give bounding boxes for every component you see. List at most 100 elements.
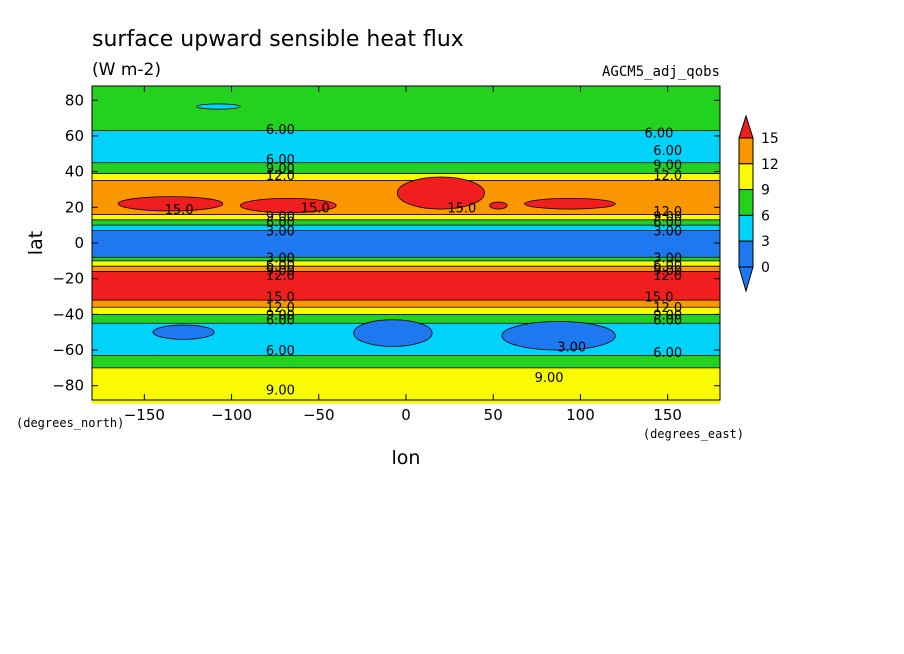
colorbar-tick-label: 9 (761, 183, 770, 199)
contour-label: 6.00 (266, 258, 295, 273)
dataset-name: AGCM5_adj_qobs (602, 64, 720, 80)
lat-band (92, 260, 720, 267)
contour-label: 6.00 (266, 123, 295, 138)
contour-label: 12.0 (266, 269, 295, 284)
colorbar-segment (738, 189, 754, 216)
contour-label: 12.0 (266, 301, 295, 316)
contour-patch (489, 201, 508, 210)
colorbar-segment (738, 214, 754, 242)
contour-patch (152, 324, 215, 340)
contour-label: 9.00 (653, 264, 682, 279)
contour-label: 3.00 (266, 251, 295, 266)
contour-label: 3.00 (557, 340, 586, 355)
y-tick-label: −40 (52, 305, 84, 323)
lat-band (92, 173, 720, 181)
contour-label: 9.00 (535, 371, 564, 386)
contour-patch (524, 197, 616, 210)
x-tick-label: 0 (401, 406, 411, 424)
contour-label: 9.00 (653, 308, 682, 323)
contour-patch (396, 176, 485, 210)
x-tick-label: −50 (303, 406, 335, 424)
contour-label: 3.00 (653, 251, 682, 266)
colorbar-tick-label: 15 (761, 131, 779, 147)
contour-label: 6.00 (644, 126, 673, 141)
lat-band (92, 86, 720, 131)
contour-label: 6.00 (653, 216, 682, 231)
colorbar-segment (738, 137, 754, 165)
contour-label: 12.0 (653, 169, 682, 184)
colorbar-tick-label: 6 (761, 208, 770, 224)
lat-band (92, 219, 720, 226)
chart-units: (W m-2) (92, 60, 161, 80)
lat-band (92, 214, 720, 220)
contour-patch (239, 197, 337, 214)
y-tick-label: 60 (65, 127, 84, 145)
lat-band (92, 162, 720, 174)
y-tick-label: −60 (52, 341, 84, 359)
colorbar-tick-label: 12 (761, 157, 779, 173)
y-tick-label: 80 (65, 91, 84, 109)
contour-label: 9.00 (266, 162, 295, 177)
contour-patch (196, 103, 241, 110)
contour-label: 6.00 (653, 258, 682, 273)
lat-band (92, 130, 720, 163)
plot-area (92, 85, 720, 404)
y-axis: −80 −60 −40 −20 0 20 40 60 80 (52, 91, 720, 395)
contour-label: 3.00 (266, 225, 295, 240)
lat-band (92, 271, 720, 301)
contour-label: 6.00 (653, 144, 682, 159)
contour-label: 9.00 (266, 308, 295, 323)
lat-band (92, 225, 720, 231)
contour-label: 6.00 (266, 314, 295, 329)
contour-label: 6.00 (266, 344, 295, 359)
lat-band (92, 314, 720, 324)
contour-label: 15.0 (447, 201, 476, 216)
contour-patch (501, 321, 616, 351)
contour-label: 12.0 (266, 169, 295, 184)
contour-label: 15.0 (644, 291, 673, 306)
contour-label: 15.0 (165, 203, 194, 218)
lat-band (92, 307, 720, 315)
contour-label: 12.0 (653, 205, 682, 220)
contour-label: 12.0 (653, 269, 682, 284)
y-tick-label: −80 (52, 377, 84, 395)
contour-label: 6.00 (266, 153, 295, 168)
y-tick-label: 20 (65, 198, 84, 216)
colorbar-tick-label: 3 (761, 234, 770, 250)
contour-patch (353, 319, 433, 347)
lat-band (92, 266, 720, 272)
contour-label: 9.00 (266, 383, 295, 398)
contour-label: 15.0 (301, 201, 330, 216)
contour-label: 9.00 (653, 159, 682, 174)
lat-band (92, 257, 720, 261)
x-tick-label: −100 (211, 406, 252, 424)
colorbar-arrow-bottom (738, 266, 754, 293)
contour-label: 6.00 (653, 346, 682, 361)
contour-patch (117, 196, 224, 212)
contour-label: 9.00 (266, 210, 295, 225)
contour-label: 6.00 (266, 216, 295, 231)
contour-label: 9.00 (266, 264, 295, 279)
y-tick-label: 0 (74, 234, 84, 252)
x-tick-label: 50 (484, 406, 503, 424)
contour-label: 3.00 (653, 225, 682, 240)
contour-label: 9.00 (653, 210, 682, 225)
contour-label: 6.00 (653, 314, 682, 329)
chart-title: surface upward sensible heat flux (92, 27, 464, 52)
colorbar-segment (738, 163, 754, 191)
colorbar-segment (738, 240, 754, 268)
x-tick-label: 100 (566, 406, 595, 424)
lat-band (92, 355, 720, 368)
y-tick-label: −20 (52, 270, 84, 288)
y-units-label: (degrees_north) (16, 416, 124, 430)
x-tick-label: −150 (124, 406, 165, 424)
contour-label: 12.0 (653, 301, 682, 316)
lat-band (92, 230, 720, 258)
y-tick-label: 40 (65, 163, 84, 181)
colorbar: 0 3 6 9 12 15 (738, 114, 779, 293)
x-units-label: (degrees_east) (643, 427, 744, 441)
x-axis-label: lon (392, 447, 421, 469)
x-tick-label: 150 (653, 406, 682, 424)
